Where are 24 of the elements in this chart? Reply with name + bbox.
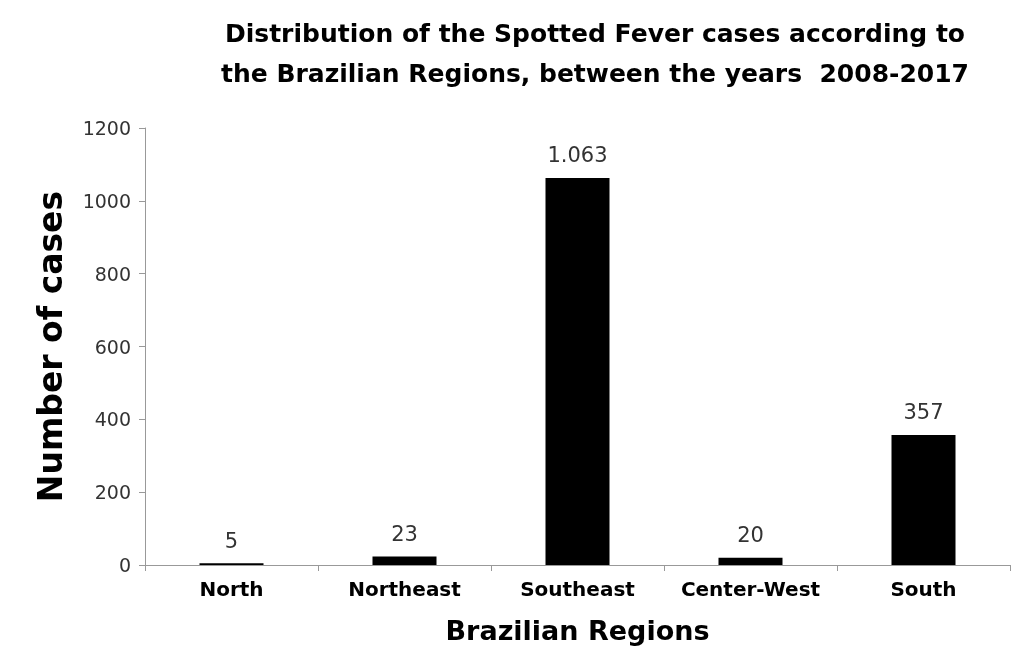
x-tick-label: South — [890, 577, 957, 601]
y-tick-label: 1200 — [82, 117, 131, 139]
chart-title: Distribution of the Spotted Fever cases according to the Brazilian Regions, between the years 2008-2017 — [220, 18, 970, 88]
y-axis-title: Number of cases — [31, 190, 70, 503]
bar — [891, 434, 956, 565]
y-tick-label: 600 — [94, 335, 131, 358]
bar — [372, 556, 437, 565]
data-label: 23 — [391, 522, 418, 547]
y-tick-label: 1000 — [82, 189, 131, 212]
y-tick-label: 0 — [118, 554, 131, 576]
data-label: 357 — [903, 400, 944, 425]
data-label: 1.063 — [547, 143, 608, 168]
data-label: 5 — [224, 528, 239, 553]
y-tick-label: 800 — [94, 262, 131, 285]
data-label: 20 — [737, 523, 764, 548]
bar — [718, 557, 783, 565]
x-tick-label: North — [199, 577, 264, 601]
y-tick-label: 400 — [94, 408, 131, 431]
x-tick-label: Southeast — [520, 577, 636, 601]
bar — [545, 177, 610, 565]
x-axis-title: Brazilian Regions — [445, 615, 710, 646]
y-tick-label: 200 — [94, 481, 131, 504]
x-tick-label: Northeast — [348, 577, 462, 601]
x-tick-label: Center-West — [680, 577, 821, 601]
